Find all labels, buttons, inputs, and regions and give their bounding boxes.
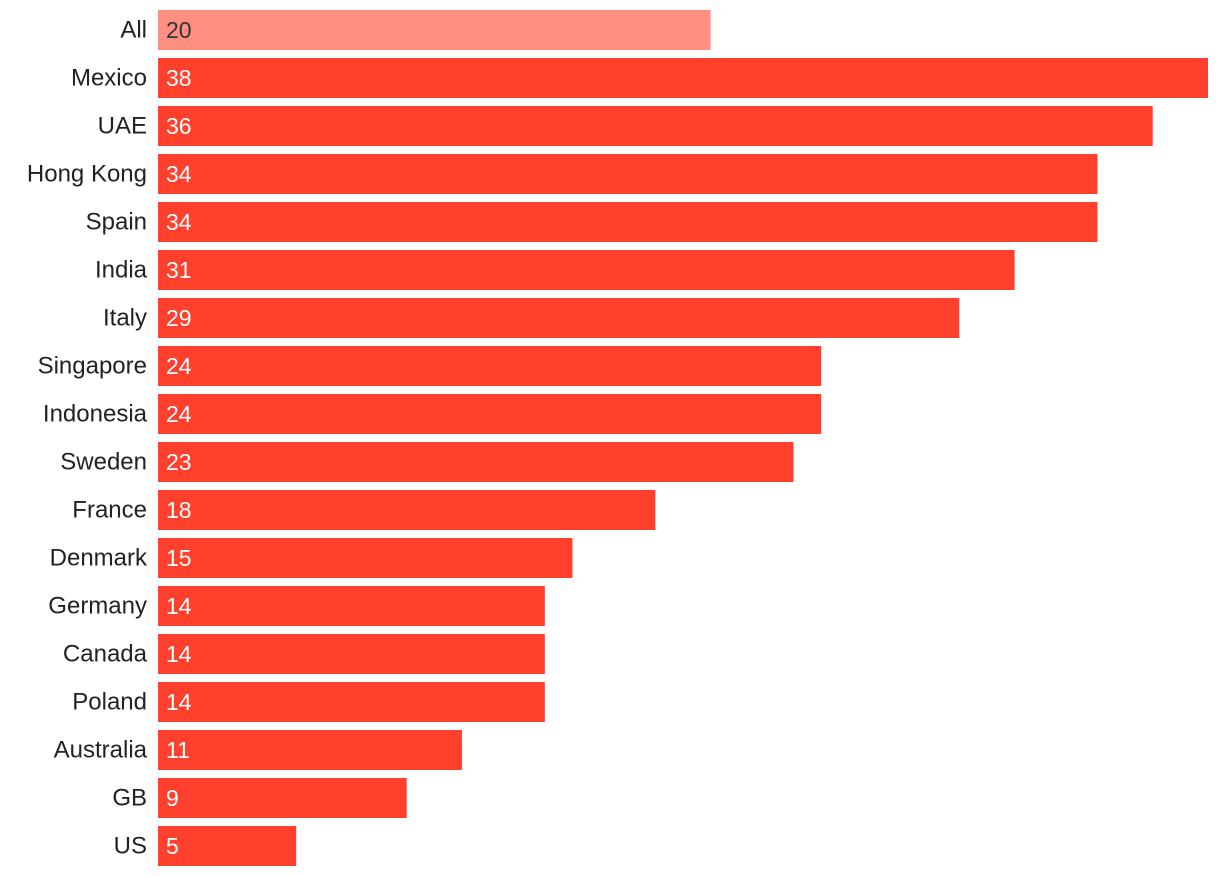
category-label-gb: GB — [112, 785, 147, 812]
bar-canada — [158, 634, 545, 674]
category-label-sweden: Sweden — [60, 449, 147, 476]
value-label-poland: 14 — [166, 689, 192, 715]
value-label-mexico: 38 — [166, 65, 192, 91]
bar-hong-kong — [158, 154, 1098, 194]
value-label-india: 31 — [166, 257, 192, 283]
category-label-germany: Germany — [48, 593, 147, 620]
bar-denmark — [158, 538, 573, 578]
bar-sweden — [158, 442, 794, 482]
value-label-singapore: 24 — [166, 353, 192, 379]
bar-germany — [158, 586, 545, 626]
bar-indonesia — [158, 394, 822, 434]
category-label-singapore: Singapore — [38, 353, 147, 380]
bar-poland — [158, 682, 545, 722]
category-label-us: US — [114, 833, 147, 860]
category-label-uae: UAE — [98, 113, 147, 140]
category-label-france: France — [72, 497, 147, 524]
value-label-all: 20 — [166, 17, 192, 43]
category-label-indonesia: Indonesia — [43, 401, 148, 428]
bar-gb — [158, 778, 407, 818]
category-label-india: India — [95, 257, 148, 284]
value-label-indonesia: 24 — [166, 401, 192, 427]
bar-uae — [158, 106, 1153, 146]
value-label-germany: 14 — [166, 593, 192, 619]
value-label-hong-kong: 34 — [166, 161, 192, 187]
value-label-sweden: 23 — [166, 449, 192, 475]
bar-australia — [158, 730, 462, 770]
value-label-denmark: 15 — [166, 545, 192, 571]
bar-singapore — [158, 346, 822, 386]
value-label-italy: 29 — [166, 305, 192, 331]
bar-mexico — [158, 58, 1208, 98]
value-label-australia: 11 — [166, 737, 190, 763]
category-label-mexico: Mexico — [71, 65, 147, 92]
category-label-all: All — [120, 17, 147, 44]
category-label-italy: Italy — [103, 305, 147, 332]
category-label-spain: Spain — [86, 209, 147, 236]
category-label-poland: Poland — [72, 689, 147, 716]
value-label-gb: 9 — [166, 785, 179, 811]
category-label-hong-kong: Hong Kong — [27, 161, 147, 188]
bar-india — [158, 250, 1015, 290]
category-label-canada: Canada — [63, 641, 148, 668]
value-label-spain: 34 — [166, 209, 192, 235]
value-label-us: 5 — [166, 833, 179, 859]
value-label-uae: 36 — [166, 113, 192, 139]
bar-spain — [158, 202, 1098, 242]
bar-us — [158, 826, 297, 866]
bar-italy — [158, 298, 960, 338]
category-label-denmark: Denmark — [50, 545, 148, 572]
category-label-australia: Australia — [54, 737, 148, 764]
value-label-france: 18 — [166, 497, 192, 523]
bar-all — [158, 10, 711, 50]
bar-france — [158, 490, 656, 530]
value-label-canada: 14 — [166, 641, 192, 667]
